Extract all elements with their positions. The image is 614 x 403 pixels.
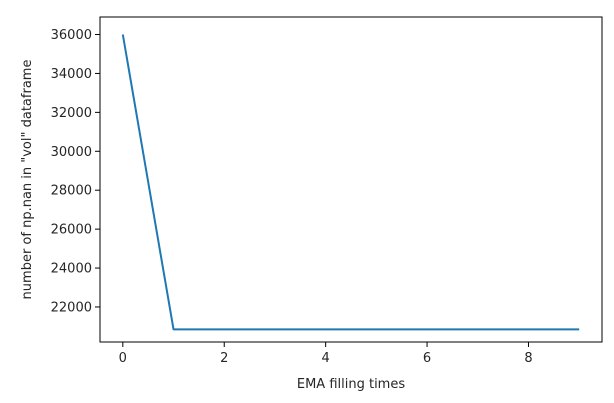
x-tick-label: 2 — [220, 351, 228, 366]
y-tick-label: 26000 — [51, 223, 92, 238]
plot-frame — [99, 16, 603, 343]
y-tick-label: 34000 — [51, 67, 92, 82]
series-line-1 — [121, 34, 580, 331]
plot-series — [121, 34, 580, 331]
y-tick-label: 30000 — [51, 145, 92, 160]
y-tick-label: 36000 — [51, 28, 92, 43]
y-axis-title: number of np.nan in "vol" dataframe — [20, 60, 35, 300]
y-tick-label: 24000 — [51, 262, 92, 277]
y-axis-ticks: 22000 24000 26000 28000 30000 32000 34000 36000 — [51, 28, 100, 315]
x-axis-ticks: 0 2 4 6 8 — [119, 342, 533, 366]
y-tick-label: 28000 — [51, 184, 92, 199]
x-tick-label: 4 — [322, 351, 330, 366]
y-tick-label: 32000 — [51, 106, 92, 121]
x-tick-label: 8 — [524, 351, 532, 366]
x-axis-title: EMA filling times — [297, 377, 405, 392]
x-tick-label: 0 — [119, 351, 127, 366]
x-tick-label: 6 — [423, 351, 431, 366]
y-tick-label: 22000 — [51, 300, 92, 315]
